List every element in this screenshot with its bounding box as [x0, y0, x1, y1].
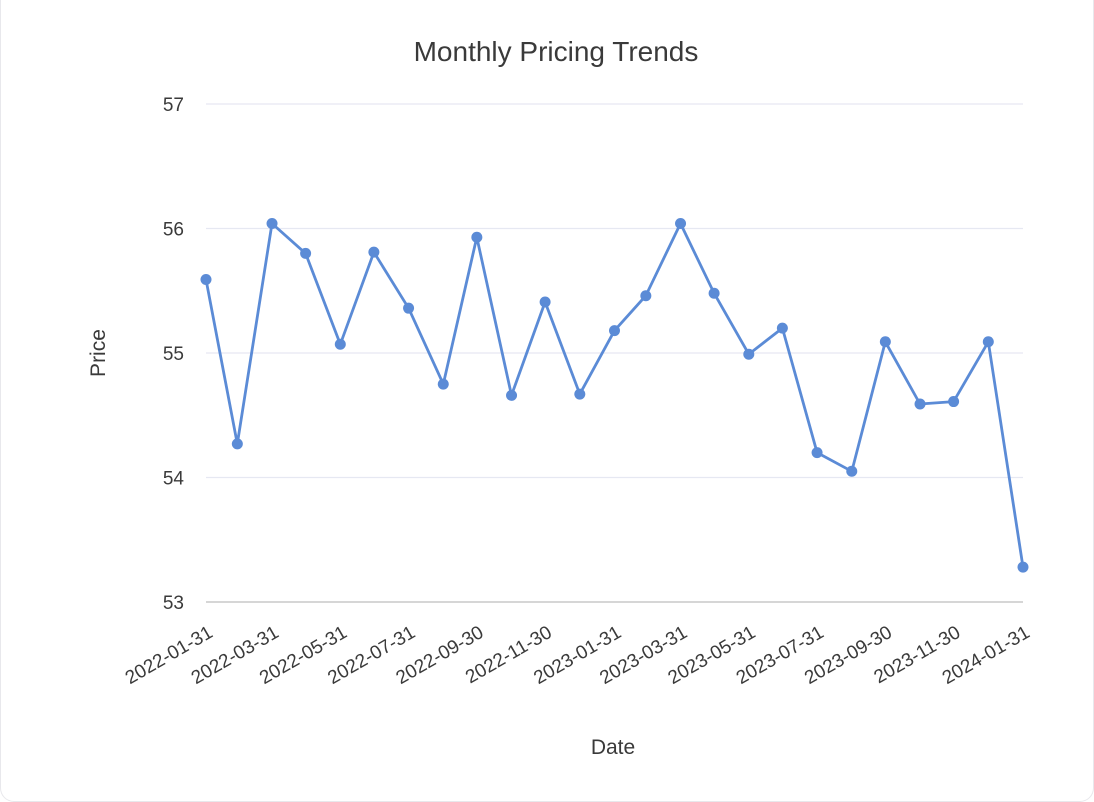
- data-point: [846, 465, 858, 477]
- data-point: [1017, 561, 1029, 573]
- y-tick-label: 53: [163, 593, 184, 614]
- data-point: [914, 398, 926, 410]
- data-point: [811, 447, 823, 459]
- x-axis-title: Date: [591, 736, 635, 759]
- data-point: [609, 325, 620, 337]
- data-point: [574, 388, 586, 400]
- data-point: [879, 336, 891, 348]
- y-tick-label: 57: [163, 95, 184, 116]
- data-point: [506, 389, 518, 401]
- data-point: [708, 287, 720, 299]
- x-tick-labels: 2022-01-312022-03-312022-05-312022-07-31…: [122, 622, 1034, 689]
- data-point: [675, 218, 687, 230]
- data-point: [403, 302, 415, 314]
- data-point: [982, 336, 994, 348]
- data-point: [743, 348, 755, 360]
- y-tick-label: 54: [163, 469, 185, 490]
- data-point: [640, 290, 652, 302]
- data-point: [437, 378, 449, 390]
- price-series-points: [200, 218, 1029, 573]
- chart-title: Monthly Pricing Trends: [414, 36, 699, 67]
- data-point: [539, 296, 551, 308]
- data-point: [266, 218, 278, 230]
- y-axis-title: Price: [87, 329, 110, 377]
- data-point: [948, 396, 960, 408]
- data-point: [776, 322, 788, 334]
- data-point: [231, 438, 243, 450]
- y-tick-label: 56: [163, 220, 184, 241]
- data-point: [200, 274, 212, 286]
- y-tick-label: 55: [163, 344, 184, 365]
- data-point: [471, 231, 483, 243]
- price-series-line: [204, 222, 1025, 568]
- data-point: [368, 246, 380, 258]
- y-tick-labels: 53 54 55 56 57: [163, 95, 185, 614]
- data-point: [300, 247, 312, 259]
- data-point: [334, 338, 346, 350]
- grid-lines: [206, 103, 1023, 479]
